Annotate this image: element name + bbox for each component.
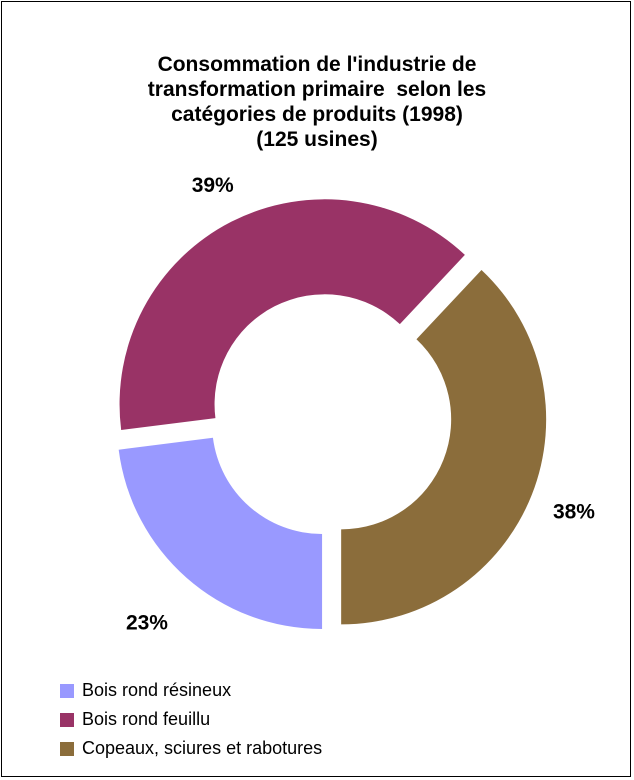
legend-swatch-copeaux: [60, 742, 74, 756]
donut-slice-bois-rond-resineux: [118, 437, 323, 630]
data-label-bois-rond-feuillu: 39%: [192, 174, 234, 197]
legend-label-copeaux: Copeaux, sciures et rabotures: [82, 738, 323, 758]
data-label-bois-rond-resineux: 23%: [126, 612, 168, 635]
donut-slice-bois-rond-feuillu: [119, 199, 465, 431]
legend-label-bois-rond-feuillu: Bois rond feuillu: [82, 709, 211, 729]
legend-label-bois-rond-resineux: Bois rond résineux: [82, 680, 232, 700]
data-label-copeaux: 38%: [553, 501, 595, 524]
chart-title-line-3: catégories de produits (1998): [171, 103, 463, 126]
donut-slice-copeaux: [341, 269, 547, 625]
chart-title: Consommation de l'industrie de transform…: [0, 52, 634, 152]
legend-swatch-bois-rond-resineux: [60, 684, 74, 698]
chart-title-line-4: (125 usines): [256, 128, 378, 151]
chart-title-line-2: transformation primaire selon les: [147, 78, 487, 101]
legend-swatch-bois-rond-feuillu: [60, 713, 74, 727]
chart-title-line-1: Consommation de l'industrie de: [157, 53, 477, 76]
